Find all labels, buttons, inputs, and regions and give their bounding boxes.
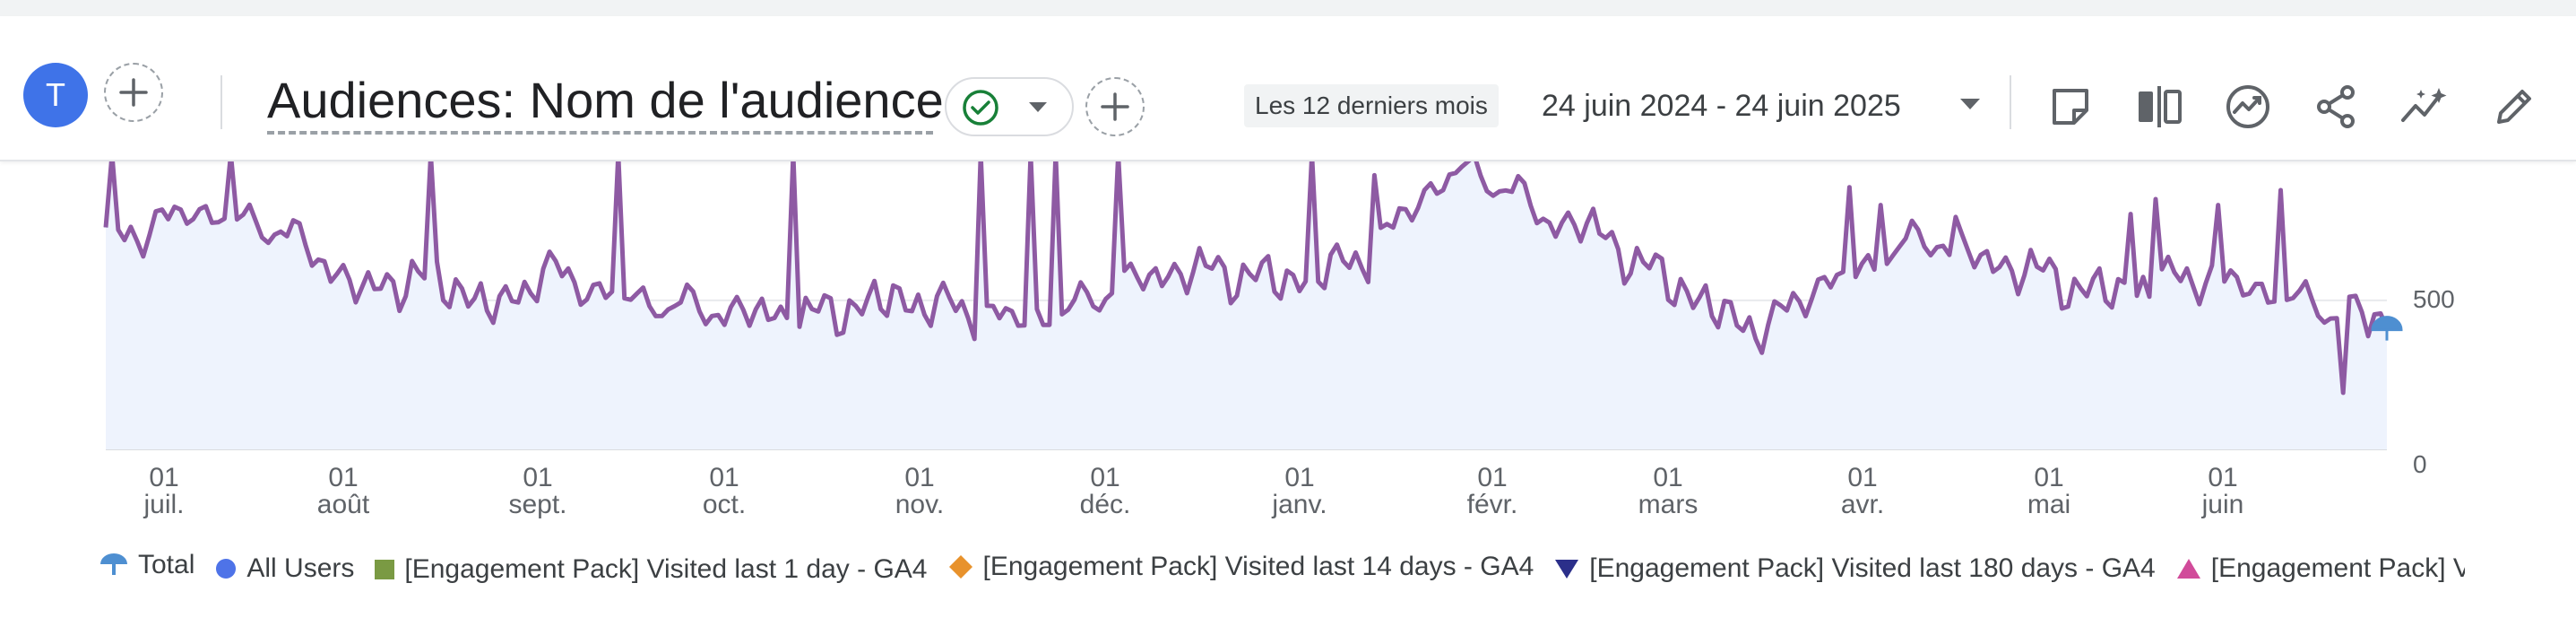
title-underline [267, 131, 933, 135]
legend-item[interactable]: Total [99, 544, 194, 587]
avatar[interactable]: T [23, 63, 88, 127]
date-dropdown-icon[interactable] [1957, 95, 1984, 115]
legend-umbrella-icon [99, 550, 138, 580]
legend-triangle-down-icon [1553, 557, 1589, 580]
series-line-engagement[interactable] [103, 152, 2390, 396]
x-tick-month-label: mai [2027, 490, 2070, 519]
sparkle-icon [2401, 88, 2447, 122]
annotation-icon [2053, 89, 2088, 125]
legend-label: [Engagement Pack] Visited last 1 day - G… [404, 554, 928, 584]
x-tick-day-label: 01 [709, 463, 739, 492]
x-tick-month-label: févr. [1467, 490, 1518, 519]
legend-circle-icon [214, 557, 246, 580]
legend-label: [Engagement Pack] Visited last 14 days -… [982, 552, 1534, 581]
x-tick-day-label: 01 [1477, 463, 1507, 492]
legend-diamond-icon [947, 553, 983, 580]
y-tick-label: 0 [2413, 450, 2427, 478]
series-area-total [106, 154, 2387, 449]
x-tick-month-label: oct. [703, 490, 746, 519]
edit-button[interactable] [2485, 77, 2544, 136]
share-icon [2317, 85, 2355, 128]
add-icon [1101, 92, 1129, 121]
sparkle-button[interactable] [2396, 77, 2455, 136]
audience-status-dropdown[interactable] [945, 77, 1074, 136]
x-tick-month-label: avr. [1841, 490, 1884, 519]
legend-item[interactable]: [Engagement Pack] Visited last 1 day - G… [374, 548, 928, 587]
x-tick-month-label: déc. [1080, 490, 1131, 519]
x-tick-day-label: 01 [1847, 463, 1877, 492]
legend-label: All Users [246, 553, 355, 583]
compare-columns-icon [2139, 86, 2182, 127]
add-comparison-button[interactable] [104, 63, 163, 122]
x-tick-day-label: 01 [2034, 463, 2063, 492]
x-tick-day-label: 01 [523, 463, 552, 492]
legend-item[interactable]: All Users [214, 547, 354, 587]
line-chart: 1 K500001juil.01août01sept.01oct.01nov.0… [0, 137, 2576, 614]
annotation-button[interactable] [2041, 77, 2100, 136]
date-preset-label[interactable]: Les 12 derniers mois [1244, 84, 1499, 127]
x-tick-day-label: 01 [1090, 463, 1119, 492]
x-tick-month-label: sept. [508, 490, 566, 519]
toolbar-divider [220, 75, 222, 129]
legend-item[interactable]: [Engagement Pack] Visited last 14 days -… [947, 545, 1534, 587]
status-check-icon [963, 90, 998, 126]
chart-legend: Total All Users [Engagement Pack] Visited … [99, 544, 2465, 587]
date-range-picker[interactable]: 24 juin 2024 - 24 juin 2025 [1542, 89, 1901, 123]
compare-columns-button[interactable] [2130, 77, 2189, 136]
legend-label: [Engagement Pack] V [2210, 553, 2465, 583]
legend-triangle-up-icon [2175, 557, 2211, 580]
window-top-strip [0, 0, 2576, 17]
insights-button[interactable] [2218, 77, 2278, 136]
legend-item[interactable]: [Engagement Pack] V [2175, 547, 2465, 587]
x-tick-day-label: 01 [1653, 463, 1682, 492]
line-chart-svg: 1 K500001juil.01août01sept.01oct.01nov.0… [103, 137, 2455, 519]
x-tick-month-label: juil. [143, 490, 184, 519]
x-tick-month-label: mars [1638, 490, 1699, 519]
x-tick-month-label: janv. [1271, 490, 1327, 519]
page-title[interactable]: Audiences: Nom de l'audience [267, 72, 944, 128]
y-tick-label: 1 K [2413, 161, 2451, 165]
edit-icon [2497, 90, 2531, 124]
add-comparison-icon [119, 78, 148, 107]
legend-square-icon [374, 559, 404, 580]
share-button[interactable] [2307, 77, 2366, 136]
series-endpoint-marker[interactable] [2371, 316, 2403, 341]
legend-label: Total [138, 550, 195, 579]
x-tick-month-label: août [317, 490, 370, 519]
legend-label: [Engagement Pack] Visited last 180 days … [1589, 553, 2156, 583]
x-tick-month-label: juin [2201, 490, 2244, 519]
x-tick-day-label: 01 [328, 463, 358, 492]
x-tick-day-label: 01 [904, 463, 934, 492]
toolbar-divider [2010, 75, 2011, 129]
report-toolbar: T Audiences: Nom de l'audience Les 12 de… [0, 16, 2576, 161]
legend-item[interactable]: [Engagement Pack] Visited last 180 days … [1553, 547, 2156, 587]
insights-icon [2226, 85, 2269, 128]
y-tick-label: 500 [2413, 285, 2455, 313]
x-tick-month-label: nov. [895, 490, 944, 519]
add-filter-button[interactable] [1085, 77, 1145, 136]
x-tick-day-label: 01 [149, 463, 178, 492]
dropdown-icon [1029, 102, 1047, 112]
x-tick-day-label: 01 [1284, 463, 1314, 492]
x-tick-day-label: 01 [2208, 463, 2237, 492]
